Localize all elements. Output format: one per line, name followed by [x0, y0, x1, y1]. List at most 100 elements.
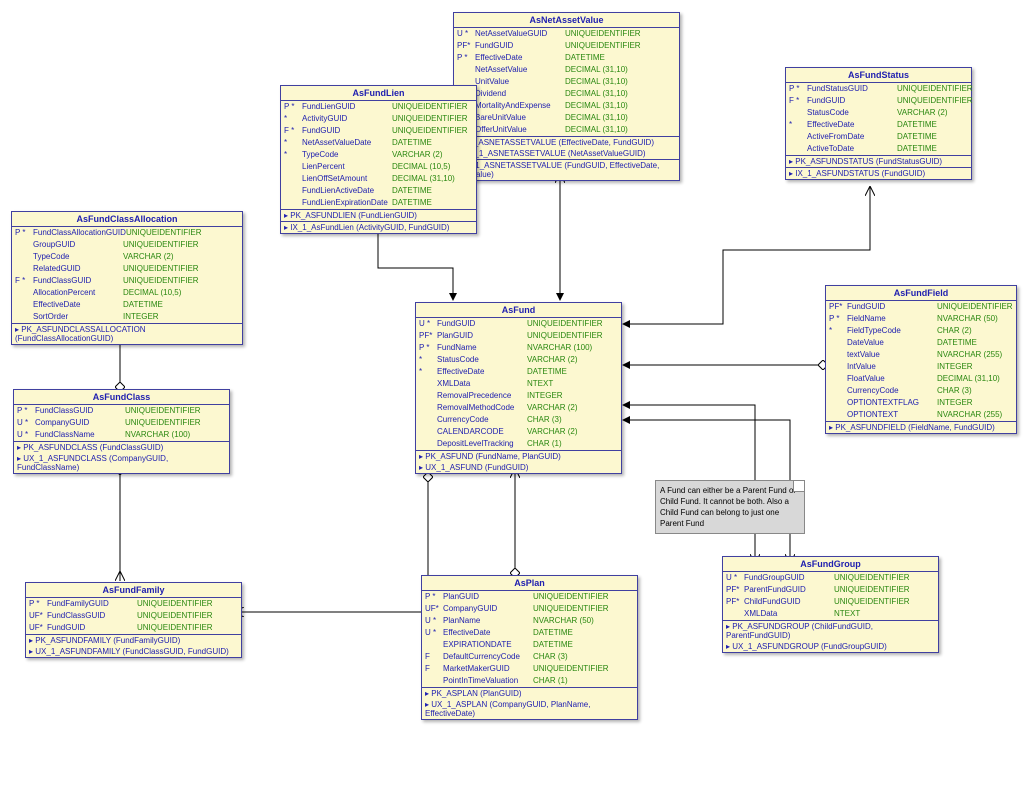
index-row: UX_1_ASFUND (FundGUID) [416, 462, 621, 473]
field-row: PointInTimeValuationCHAR (1) [422, 675, 637, 687]
field-row: P *FundClassAllocationGUIDUNIQUEIDENTIFI… [12, 227, 242, 239]
index-row: UX_1_ASPLAN (CompanyGUID, PlanName, Effe… [422, 699, 637, 719]
field-row: F *FundGUIDUNIQUEIDENTIFIER [281, 125, 476, 137]
field-row: P *PlanGUIDUNIQUEIDENTIFIER [422, 591, 637, 603]
field-row: *EffectiveDateDATETIME [416, 366, 621, 378]
field-row: IntValueINTEGER [826, 361, 1016, 373]
index-row: PK_ASPLAN (PlanGUID) [422, 688, 637, 699]
entity-asFundClass: AsFundClassP *FundClassGUIDUNIQUEIDENTIF… [13, 389, 230, 474]
field-row: *EffectiveDateDATETIME [786, 119, 971, 131]
field-row: P *FieldNameNVARCHAR (50) [826, 313, 1016, 325]
field-row: F *FundGUIDUNIQUEIDENTIFIER [786, 95, 971, 107]
field-row: *StatusCodeVARCHAR (2) [416, 354, 621, 366]
index-row: PK_ASNETASSETVALUE (EffectiveDate, FundG… [454, 137, 679, 148]
field-row: FMarketMakerGUIDUNIQUEIDENTIFIER [422, 663, 637, 675]
field-row: DepositLevelTrackingCHAR (1) [416, 438, 621, 450]
field-row: *FieldTypeCodeCHAR (2) [826, 325, 1016, 337]
field-row: UF*CompanyGUIDUNIQUEIDENTIFIER [422, 603, 637, 615]
field-row: EffectiveDateDATETIME [12, 299, 242, 311]
field-row: PF*FundGUIDUNIQUEIDENTIFIER [454, 40, 679, 52]
index-row: IX_1_ASNETASSETVALUE (FundGUID, Effectiv… [454, 160, 679, 180]
field-row: P *FundLienGUIDUNIQUEIDENTIFIER [281, 101, 476, 113]
entity-asFundLien: AsFundLienP *FundLienGUIDUNIQUEIDENTIFIE… [280, 85, 477, 234]
field-row: U *CompanyGUIDUNIQUEIDENTIFIER [14, 417, 229, 429]
field-row: FloatValueDECIMAL (31,10) [826, 373, 1016, 385]
field-row: U *PlanNameNVARCHAR (50) [422, 615, 637, 627]
index-row: UX_1_ASFUNDGROUP (FundGroupGUID) [723, 641, 938, 652]
field-row: PF*PlanGUIDUNIQUEIDENTIFIER [416, 330, 621, 342]
entity-asPlan: AsPlanP *PlanGUIDUNIQUEIDENTIFIERUF*Comp… [421, 575, 638, 720]
field-row: P *FundNameNVARCHAR (100) [416, 342, 621, 354]
index-row: UX_1_ASFUNDFAMILY (FundClassGUID, FundGU… [26, 646, 241, 657]
entity-asFundClassAllocation: AsFundClassAllocationP *FundClassAllocat… [11, 211, 243, 345]
field-row: UnitValueDECIMAL (31,10) [454, 76, 679, 88]
entity-asNetAssetValue: AsNetAssetValueU *NetAssetValueGUIDUNIQU… [453, 12, 680, 181]
index-row: PK_ASFUNDFIELD (FieldName, FundGUID) [826, 422, 1016, 433]
field-row: XMLDataNTEXT [416, 378, 621, 390]
field-row: ActiveFromDateDATETIME [786, 131, 971, 143]
field-row: OPTIONTEXTNVARCHAR (255) [826, 409, 1016, 421]
field-row: P *FundFamilyGUIDUNIQUEIDENTIFIER [26, 598, 241, 610]
entity-title: AsFund [416, 303, 621, 318]
index-row: IX_1_AsFundLien (ActivityGUID, FundGUID) [281, 222, 476, 233]
entity-asFundField: AsFundFieldPF*FundGUIDUNIQUEIDENTIFIERP … [825, 285, 1017, 434]
field-row: EXPIRATIONDATEDATETIME [422, 639, 637, 651]
field-row: P *EffectiveDateDATETIME [454, 52, 679, 64]
field-row: OfferUnitValueDECIMAL (31,10) [454, 124, 679, 136]
field-row: PF*FundGUIDUNIQUEIDENTIFIER [826, 301, 1016, 313]
field-row: U *NetAssetValueGUIDUNIQUEIDENTIFIER [454, 28, 679, 40]
field-row: *ActivityGUIDUNIQUEIDENTIFIER [281, 113, 476, 125]
field-row: U *FundGroupGUIDUNIQUEIDENTIFIER [723, 572, 938, 584]
entity-asFund: AsFundU *FundGUIDUNIQUEIDENTIFIERPF*Plan… [415, 302, 622, 474]
field-row: P *FundClassGUIDUNIQUEIDENTIFIER [14, 405, 229, 417]
index-row: PK_ASFUNDCLASS (FundClassGUID) [14, 442, 229, 453]
index-row: PK_ASFUND (FundName, PlanGUID) [416, 451, 621, 462]
field-row: NetAssetValueDECIMAL (31,10) [454, 64, 679, 76]
index-row: PK_ASFUNDFAMILY (FundFamilyGUID) [26, 635, 241, 646]
field-row: FDefaultCurrencyCodeCHAR (3) [422, 651, 637, 663]
field-row: textValueNVARCHAR (255) [826, 349, 1016, 361]
field-row: RemovalPrecedenceINTEGER [416, 390, 621, 402]
entity-title: AsFundGroup [723, 557, 938, 572]
field-row: StatusCodeVARCHAR (2) [786, 107, 971, 119]
index-row: PK_ASFUNDSTATUS (FundStatusGUID) [786, 156, 971, 167]
field-row: PF*ChildFundGUIDUNIQUEIDENTIFIER [723, 596, 938, 608]
field-row: GroupGUIDUNIQUEIDENTIFIER [12, 239, 242, 251]
index-row: UX_1_ASNETASSETVALUE (NetAssetValueGUID) [454, 148, 679, 159]
field-row: XMLDataNTEXT [723, 608, 938, 620]
field-row: SortOrderINTEGER [12, 311, 242, 323]
field-row: DateValueDATETIME [826, 337, 1016, 349]
field-row: PF*ParentFundGUIDUNIQUEIDENTIFIER [723, 584, 938, 596]
field-row: FundLienActiveDateDATETIME [281, 185, 476, 197]
field-row: *TypeCodeVARCHAR (2) [281, 149, 476, 161]
field-row: *NetAssetValueDateDATETIME [281, 137, 476, 149]
entity-asFundGroup: AsFundGroupU *FundGroupGUIDUNIQUEIDENTIF… [722, 556, 939, 653]
field-row: UF*FundClassGUIDUNIQUEIDENTIFIER [26, 610, 241, 622]
entity-asFundStatus: AsFundStatusP *FundStatusGUIDUNIQUEIDENT… [785, 67, 972, 180]
index-row: PK_ASFUNDGROUP (ChildFundGUID, ParentFun… [723, 621, 938, 641]
field-row: P *FundStatusGUIDUNIQUEIDENTIFIER [786, 83, 971, 95]
entity-title: AsFundField [826, 286, 1016, 301]
index-row: PK_ASFUNDCLASSALLOCATION (FundClassAlloc… [12, 324, 242, 344]
field-row: U *FundClassNameNVARCHAR (100) [14, 429, 229, 441]
entity-title: AsFundLien [281, 86, 476, 101]
index-row: PK_ASFUNDLIEN (FundLienGUID) [281, 210, 476, 221]
field-row: TypeCodeVARCHAR (2) [12, 251, 242, 263]
field-row: MortalityAndExpenseDECIMAL (31,10) [454, 100, 679, 112]
entity-title: AsFundStatus [786, 68, 971, 83]
entity-title: AsNetAssetValue [454, 13, 679, 28]
note-fundgroup: A Fund can either be a Parent Fund or Ch… [655, 480, 805, 534]
field-row: F *FundClassGUIDUNIQUEIDENTIFIER [12, 275, 242, 287]
field-row: LienOffSetAmountDECIMAL (31,10) [281, 173, 476, 185]
field-row: CurrencyCodeCHAR (3) [416, 414, 621, 426]
field-row: AllocationPercentDECIMAL (10,5) [12, 287, 242, 299]
index-row: IX_1_ASFUNDSTATUS (FundGUID) [786, 168, 971, 179]
field-row: U *FundGUIDUNIQUEIDENTIFIER [416, 318, 621, 330]
field-row: U *EffectiveDateDATETIME [422, 627, 637, 639]
field-row: LienPercentDECIMAL (10,5) [281, 161, 476, 173]
field-row: CurrencyCodeCHAR (3) [826, 385, 1016, 397]
field-row: RemovalMethodCodeVARCHAR (2) [416, 402, 621, 414]
entity-title: AsPlan [422, 576, 637, 591]
field-row: ActiveToDateDATETIME [786, 143, 971, 155]
index-row: UX_1_ASFUNDCLASS (CompanyGUID, FundClass… [14, 453, 229, 473]
